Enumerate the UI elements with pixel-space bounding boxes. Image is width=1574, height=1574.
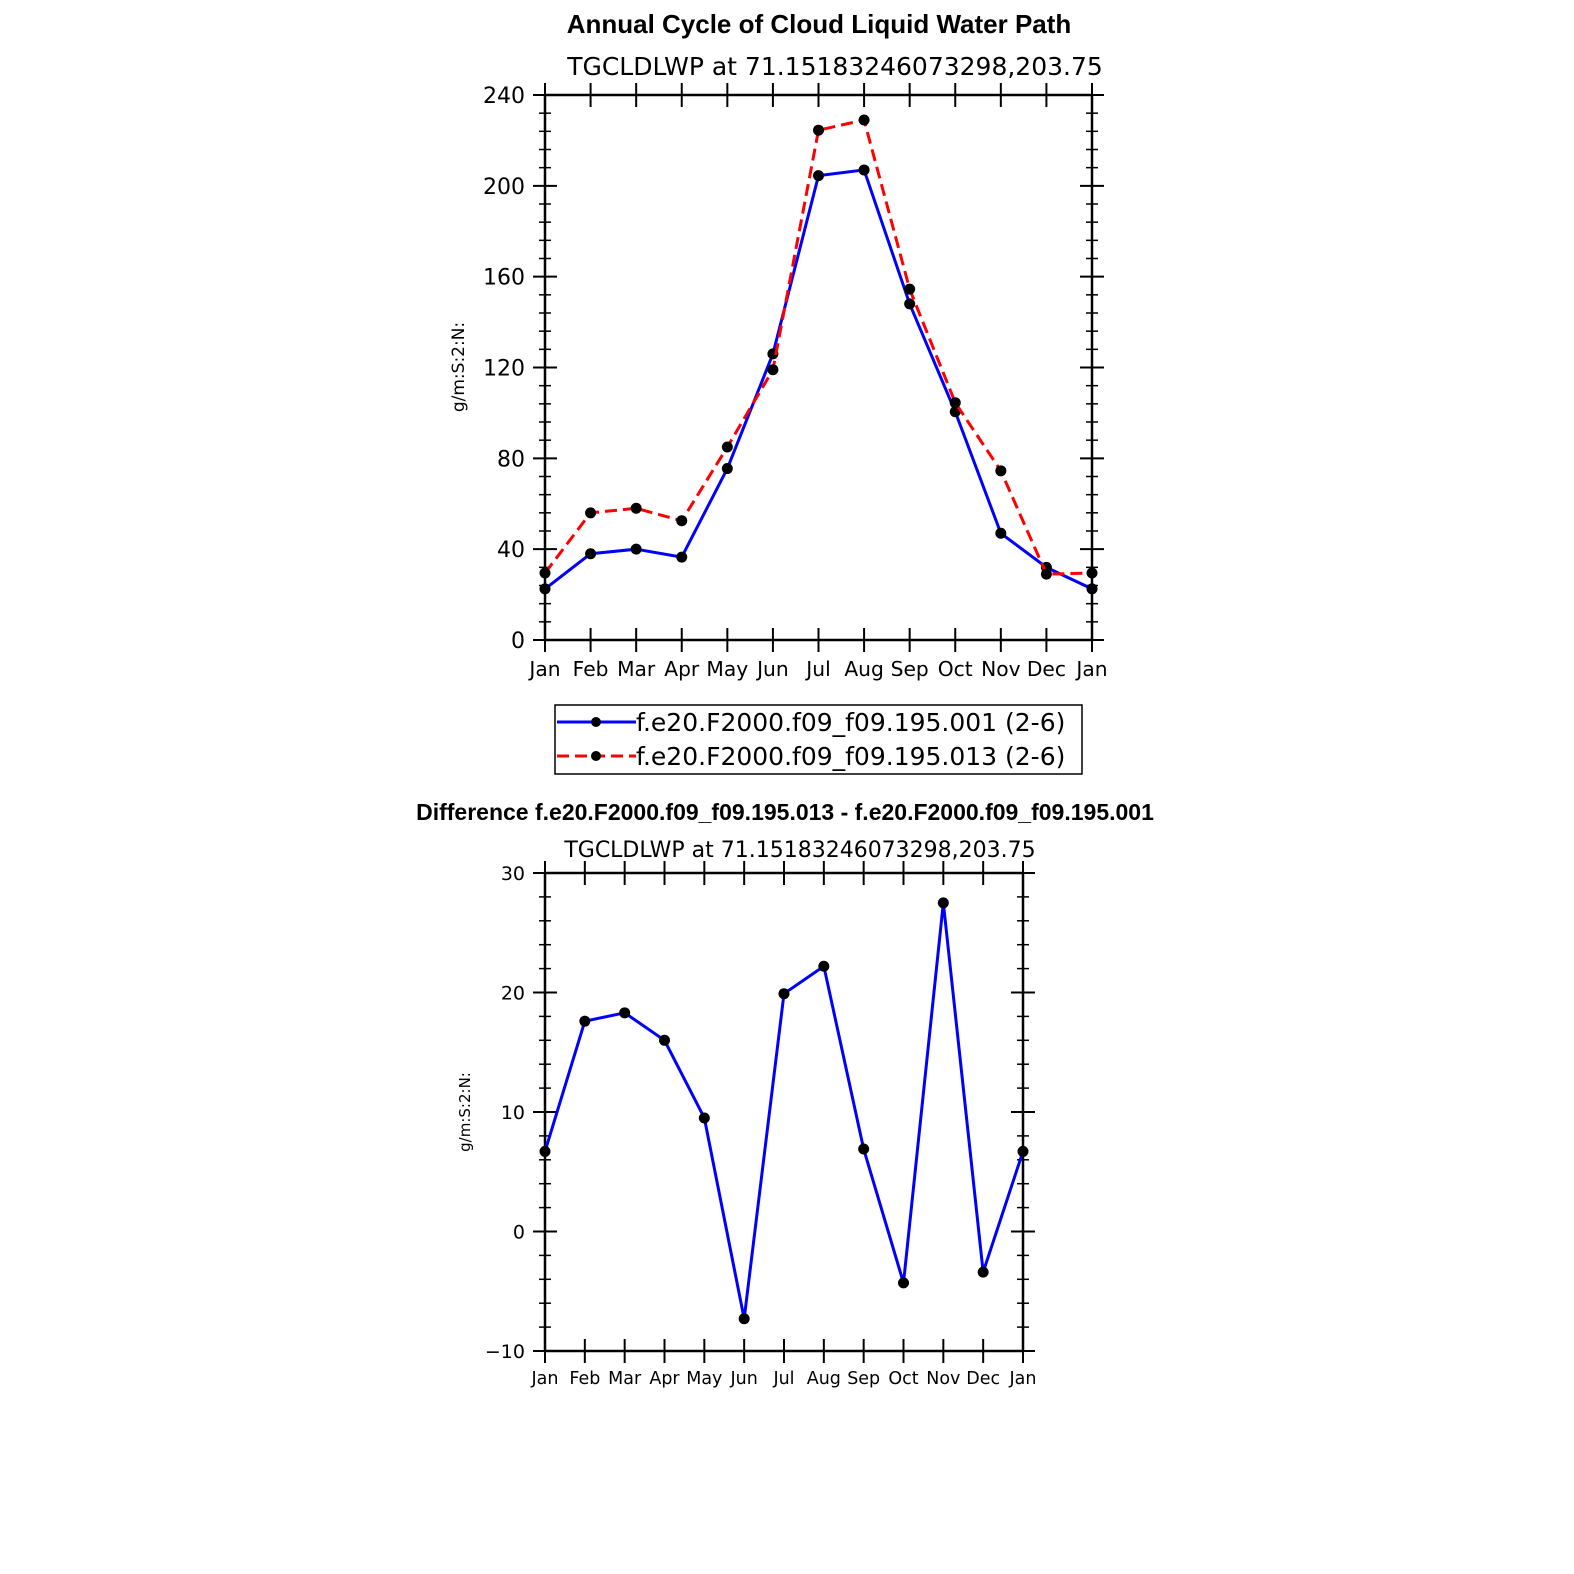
data-point-series-2 — [767, 364, 779, 376]
legend-label-series-2: f.e20.F2000.f09_f09.195.013 (2-6) — [636, 742, 1065, 771]
data-point-series-2 — [539, 567, 551, 579]
y-tick-label: 40 — [497, 538, 525, 563]
x-tick-label: Oct — [888, 1369, 918, 1389]
data-point-series-1 — [630, 543, 642, 555]
data-point-series-1 — [579, 1015, 591, 1027]
data-point-series-2 — [949, 397, 961, 409]
data-point-series-1 — [721, 463, 733, 475]
data-point-series-1 — [1017, 1145, 1029, 1157]
chart-subtitle: TGCLDLWP at 71.15183246073298,203.75 — [563, 838, 1035, 863]
data-point-series-1 — [995, 527, 1007, 539]
y-tick-label: 80 — [497, 447, 525, 472]
x-tick-label: Dec — [1027, 657, 1066, 681]
x-tick-label: Aug — [807, 1369, 841, 1389]
data-point-series-1 — [778, 988, 790, 1000]
x-tick-label: Sep — [891, 657, 929, 681]
data-point-series-1 — [977, 1266, 989, 1278]
data-point-series-2 — [858, 114, 870, 126]
data-point-series-1 — [539, 1145, 551, 1157]
x-tick-label: Sep — [847, 1369, 880, 1389]
x-tick-label: Aug — [844, 657, 884, 681]
data-point-series-2 — [676, 515, 688, 527]
y-tick-label: 20 — [501, 982, 525, 1004]
data-point-series-1 — [818, 960, 830, 972]
series-line-1 — [544, 168, 1093, 591]
y-axis-label: g/m:S:2:N: — [449, 322, 469, 412]
data-point-series-1 — [738, 1313, 750, 1325]
data-point-series-1 — [1086, 583, 1098, 595]
x-tick-label: Jan — [531, 1369, 559, 1389]
y-tick-label: 240 — [483, 84, 525, 109]
x-tick-label: Feb — [569, 1369, 600, 1389]
y-tick-label: 0 — [513, 1221, 525, 1243]
data-point-series-1 — [937, 897, 949, 909]
plot-frame — [543, 871, 1025, 1353]
plot-area-difference: −10 0 10 20 30 Jan Feb Mar Apr May Jun Jul Aug Sep Oct… — [485, 861, 1037, 1389]
data-point-series-1 — [585, 548, 597, 560]
series-line-2 — [543, 118, 1093, 576]
y-tick-label: 120 — [483, 356, 525, 381]
x-tick-label: Apr — [664, 657, 700, 681]
legend: f.e20.F2000.f09_f09.195.001 (2-6) f.e20.… — [554, 704, 1083, 775]
data-point-series-1 — [619, 1007, 631, 1019]
data-point-series-1 — [813, 170, 824, 182]
legend-label-series-1: f.e20.F2000.f09_f09.195.001 (2-6) — [636, 708, 1065, 737]
data-point-series-1 — [904, 298, 916, 310]
legend-box — [554, 704, 1083, 775]
x-tick-label: Mar — [617, 657, 656, 681]
data-point-series-2 — [1086, 567, 1098, 579]
y-tick-label: −10 — [485, 1341, 525, 1363]
y-tick-label: 0 — [511, 629, 525, 654]
data-point-series-1 — [539, 583, 551, 595]
x-tick-label: Oct — [938, 657, 973, 681]
chart-title: Difference f.e20.F2000.f09_f09.195.013 -… — [416, 799, 1154, 825]
y-tick-label: 160 — [483, 266, 525, 291]
data-point-series-2 — [813, 124, 824, 136]
data-point-series-1 — [659, 1034, 670, 1046]
legend-marker-series-1 — [591, 717, 601, 727]
legend-marker-series-2 — [591, 751, 601, 761]
data-point-series-1 — [676, 551, 688, 563]
plot-area-annual-cycle: 0 40 80 120 160 200 240 Jan Feb Mar Apr May Jun Jul Au… — [483, 83, 1108, 681]
y-tick-label: 200 — [483, 175, 525, 200]
x-tick-label: May — [706, 657, 748, 681]
data-point-series-2 — [904, 283, 916, 295]
x-tick-label: Jul — [772, 1369, 794, 1389]
data-point-series-2 — [585, 507, 597, 519]
data-point-series-1 — [898, 1277, 909, 1289]
x-tick-label: Jan — [1074, 657, 1107, 681]
x-tick-label: Jan — [527, 657, 560, 681]
data-point-series-1 — [858, 1143, 870, 1155]
x-tick-label: Feb — [573, 657, 609, 681]
data-point-series-2 — [995, 465, 1007, 477]
y-axis-label: g/m:S:2:N: — [456, 1072, 474, 1152]
chart-annual-cycle: Annual Cycle of Cloud Liquid Water Path … — [449, 9, 1108, 775]
x-tick-label: Jul — [804, 657, 830, 681]
x-tick-label: Dec — [966, 1369, 1000, 1389]
series-line-1 — [543, 901, 1025, 1321]
x-tick-label: Nov — [981, 657, 1021, 681]
chart-subtitle: TGCLDLWP at 71.15183246073298,203.75 — [566, 52, 1103, 81]
data-point-series-1 — [698, 1112, 710, 1124]
x-tick-label: Jan — [1009, 1369, 1037, 1389]
x-tick-label: Apr — [649, 1369, 680, 1389]
x-tick-label: Nov — [926, 1369, 960, 1389]
x-tick-label: Jun — [755, 657, 789, 681]
data-point-series-2 — [721, 441, 733, 453]
data-point-series-2 — [630, 502, 642, 514]
chart-difference: Difference f.e20.F2000.f09_f09.195.013 -… — [416, 799, 1154, 1389]
x-tick-label: May — [686, 1369, 722, 1389]
chart-title: Annual Cycle of Cloud Liquid Water Path — [567, 9, 1072, 39]
x-tick-label: Jun — [730, 1369, 758, 1389]
x-tick-label: Mar — [608, 1369, 642, 1389]
data-point-series-2 — [1040, 568, 1052, 580]
y-tick-label: 30 — [501, 863, 525, 885]
y-tick-label: 10 — [501, 1102, 525, 1124]
data-point-series-1 — [858, 164, 870, 176]
